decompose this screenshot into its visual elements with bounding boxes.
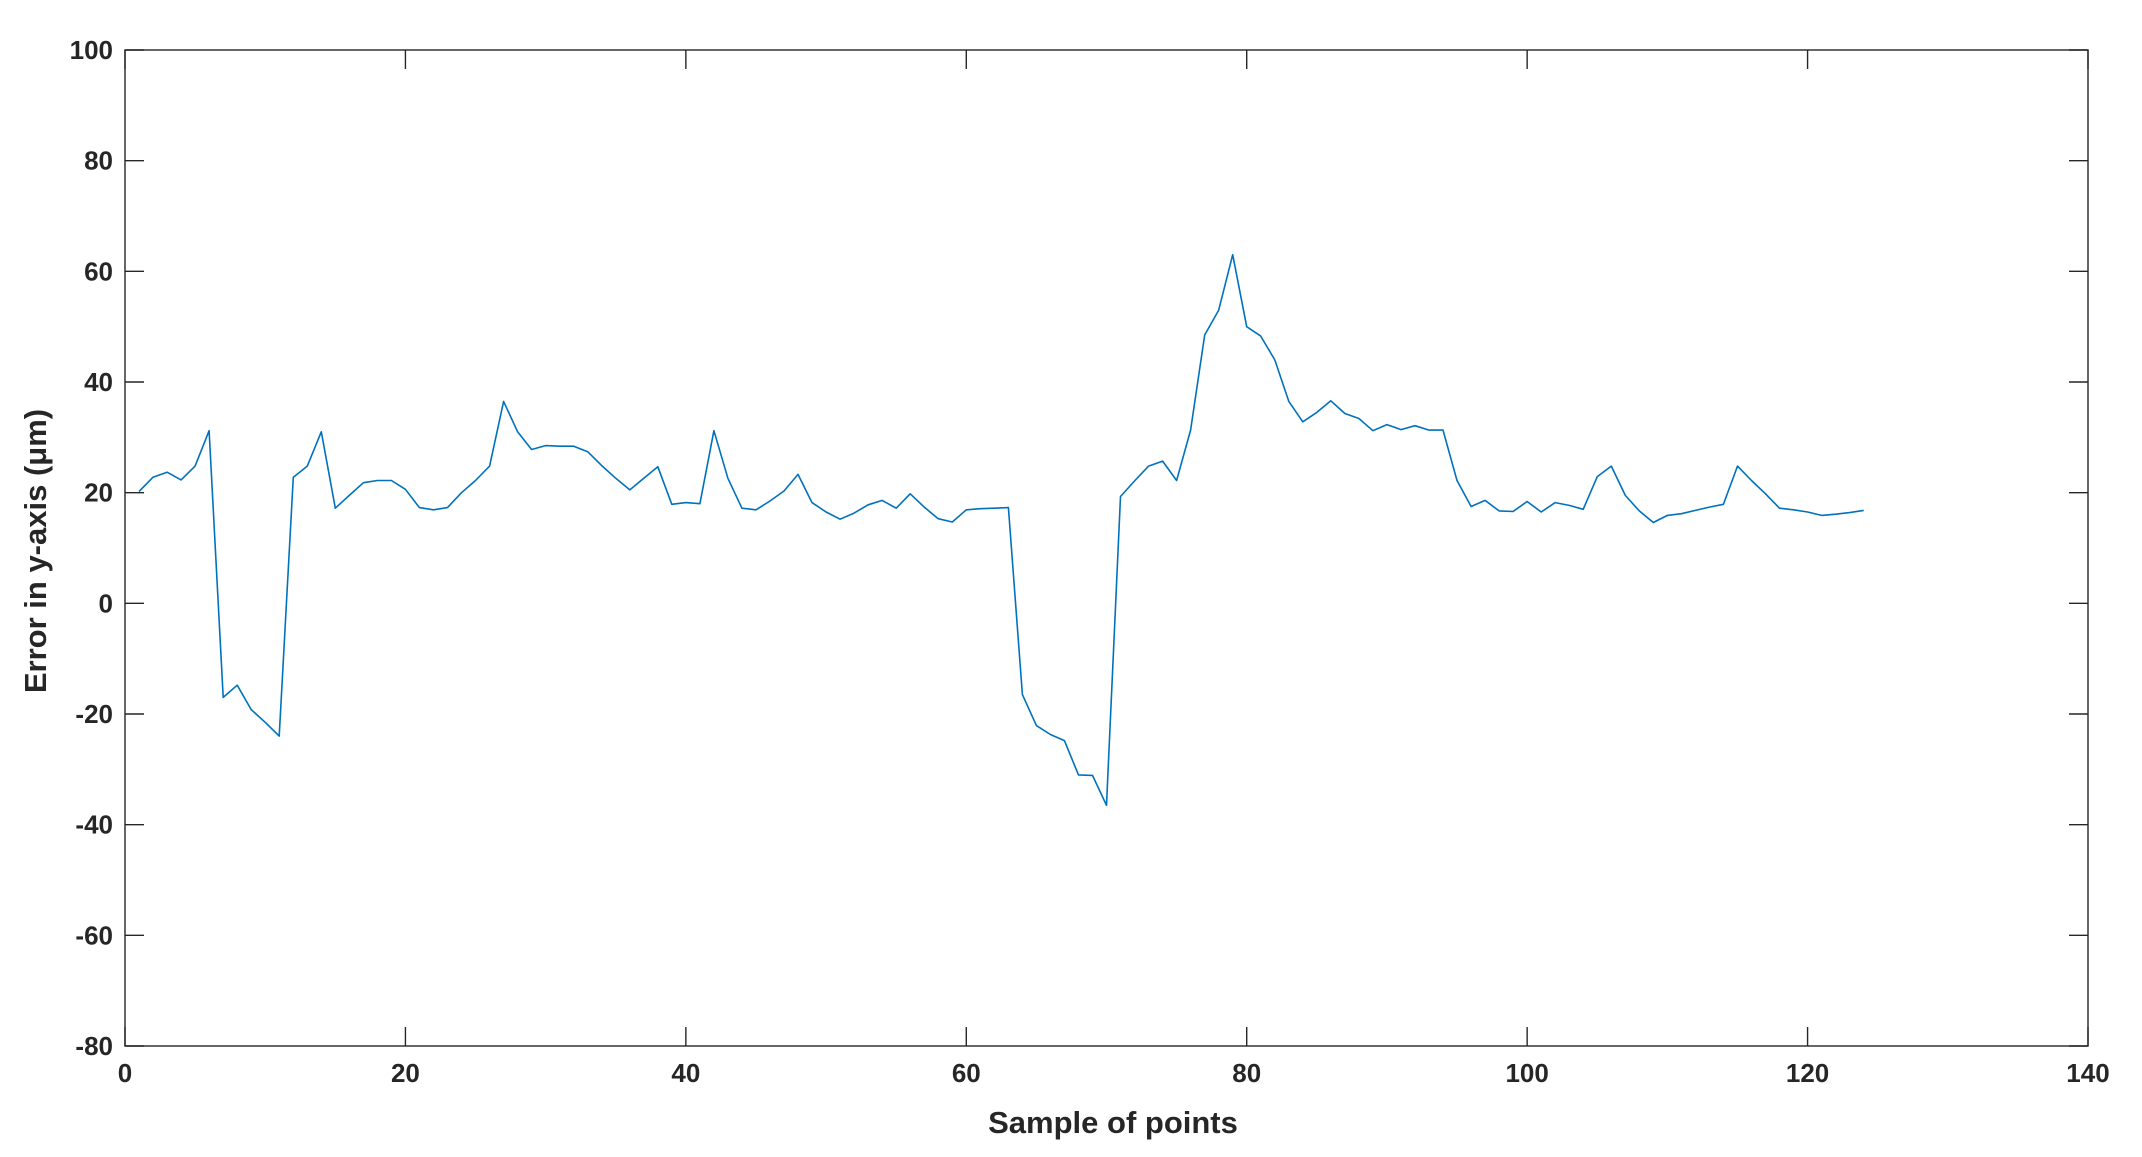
axis-ticks: 0 20 40 60 80 100 120 140 -80 -60 -40 -20 0 20 40 60 80 1… <box>70 35 2110 1088</box>
y-tick-label: 0 <box>99 588 113 618</box>
y-tick-label: 80 <box>84 146 113 176</box>
y-tick-label: -40 <box>75 810 113 840</box>
series-line <box>138 253 1864 807</box>
x-tick-label: 80 <box>1232 1058 1261 1088</box>
y-tick-label: 100 <box>70 35 113 65</box>
y-tick-label: -20 <box>75 699 113 729</box>
x-tick-label: 120 <box>1786 1058 1829 1088</box>
y-tick-label: -80 <box>75 1031 113 1061</box>
y-axis-label: Error in y-axis (μm) <box>18 409 53 693</box>
x-tick-label: 0 <box>118 1058 132 1088</box>
y-tick-label: 40 <box>84 367 113 397</box>
axes-frame <box>124 49 2089 1047</box>
x-tick-label: 40 <box>671 1058 700 1088</box>
plot-area <box>124 49 2089 1047</box>
x-tick-label: 20 <box>391 1058 420 1088</box>
x-axis-label: Sample of points <box>988 1105 1238 1140</box>
y-tick-label: 60 <box>84 256 113 286</box>
y-tick-label: 20 <box>84 478 113 508</box>
x-tick-label: 100 <box>1505 1058 1548 1088</box>
series-layer <box>138 253 1864 807</box>
y-tick-label: -60 <box>75 920 113 950</box>
x-tick-label: 60 <box>952 1058 981 1088</box>
x-tick-label: 140 <box>2066 1058 2109 1088</box>
